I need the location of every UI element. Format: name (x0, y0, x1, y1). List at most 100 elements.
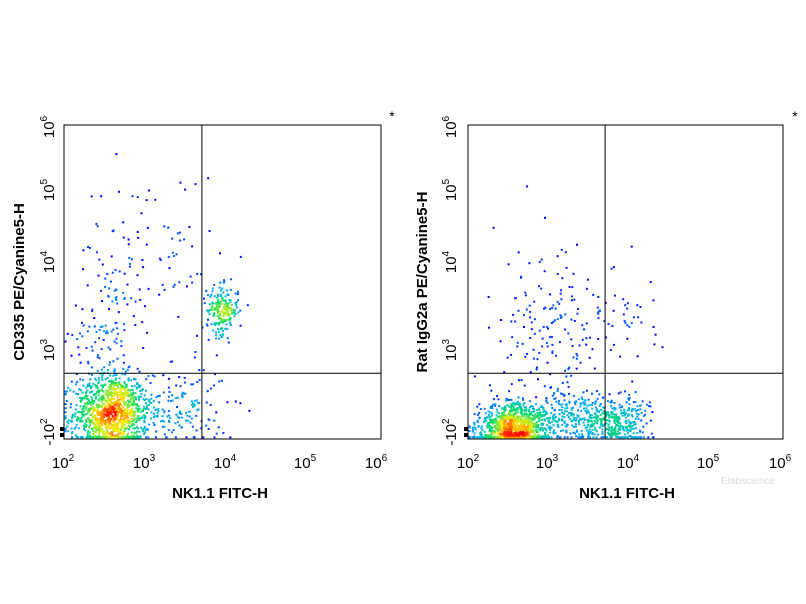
event-dot (613, 408, 616, 411)
event-dot (82, 268, 85, 271)
event-dot (498, 421, 501, 423)
event-dot (195, 429, 198, 432)
event-dot (98, 337, 100, 340)
event-dot (582, 391, 585, 394)
event-dot (503, 436, 506, 439)
event-dot (217, 323, 220, 326)
event-dot (112, 229, 115, 232)
event-dot (521, 428, 524, 431)
event-dot (604, 336, 607, 339)
event-dot (522, 434, 525, 437)
event-dot (483, 418, 486, 421)
event-dot (82, 407, 85, 410)
event-dot (128, 365, 131, 368)
event-dot (592, 424, 595, 427)
event-dot (530, 426, 533, 428)
event-dot (122, 361, 125, 364)
event-dot (93, 400, 95, 403)
event-dot (147, 436, 150, 439)
event-dot (576, 354, 579, 357)
event-dot (575, 400, 578, 403)
event-dot (592, 436, 595, 439)
event-dot (642, 425, 645, 428)
event-dot (587, 431, 590, 434)
event-dot (622, 411, 625, 414)
event-dot (481, 436, 484, 439)
event-dot (145, 407, 147, 410)
event-dot (120, 413, 123, 416)
event-dot (107, 295, 110, 297)
event-dot (80, 397, 83, 400)
event-dot (216, 305, 219, 308)
event-dot (597, 416, 599, 419)
event-dot (625, 412, 628, 415)
event-dot (222, 320, 225, 323)
event-dot (95, 431, 97, 434)
event-dot (118, 381, 120, 384)
event-dot (97, 421, 100, 424)
event-dot (526, 352, 529, 355)
event-dot (585, 412, 588, 415)
event-dot (126, 412, 129, 415)
event-dot (597, 312, 600, 315)
event-dot (112, 411, 115, 414)
event-dot (91, 408, 94, 411)
event-dot (533, 332, 536, 335)
event-dot (232, 309, 235, 312)
event-dot (532, 422, 534, 425)
event-dot (516, 411, 519, 414)
event-dot (94, 434, 97, 437)
event-dot (570, 295, 573, 298)
event-dot (121, 411, 123, 414)
event-dot (523, 424, 526, 427)
event-dot (601, 433, 604, 436)
event-dot (95, 386, 98, 388)
event-dot (147, 408, 150, 411)
event-dot (72, 390, 75, 393)
event-dot (540, 405, 543, 408)
event-dot (87, 246, 90, 248)
event-dot (473, 423, 476, 426)
event-dot (145, 436, 147, 439)
event-dot (146, 428, 149, 431)
event-dot (585, 411, 588, 414)
left-y-axis-label: CD335 PE/Cyanine5-H (11, 203, 28, 361)
event-dot (553, 416, 556, 419)
event-dot (503, 413, 506, 416)
event-dot (652, 436, 655, 439)
event-dot (496, 427, 499, 429)
event-dot (98, 379, 101, 382)
event-dot (90, 427, 93, 430)
event-dot (103, 366, 106, 369)
event-dot (139, 389, 142, 392)
event-dot (124, 373, 127, 376)
event-dot (563, 412, 565, 415)
event-dot (627, 398, 630, 401)
event-dot (613, 266, 615, 269)
event-dot (614, 430, 617, 433)
event-dot (492, 420, 495, 423)
left-y-tick: 105 (39, 178, 58, 201)
event-dot (112, 374, 115, 377)
event-dot (216, 315, 219, 318)
event-dot (612, 343, 615, 346)
event-dot (82, 249, 85, 252)
event-dot (503, 420, 506, 423)
event-dot (627, 432, 629, 435)
event-dot (610, 435, 613, 438)
event-dot (229, 318, 231, 321)
event-dot (561, 415, 564, 418)
event-dot (529, 434, 532, 437)
event-dot (191, 245, 194, 248)
event-dot (208, 418, 211, 421)
event-dot (532, 357, 535, 360)
event-dot (546, 361, 549, 364)
right-x-tick: 103 (536, 453, 559, 472)
event-dot (641, 400, 644, 403)
event-dot (108, 308, 111, 310)
event-dot (219, 293, 222, 296)
event-dot (103, 397, 106, 400)
event-dot (154, 415, 157, 418)
event-dot (173, 283, 176, 286)
event-dot (94, 409, 97, 412)
